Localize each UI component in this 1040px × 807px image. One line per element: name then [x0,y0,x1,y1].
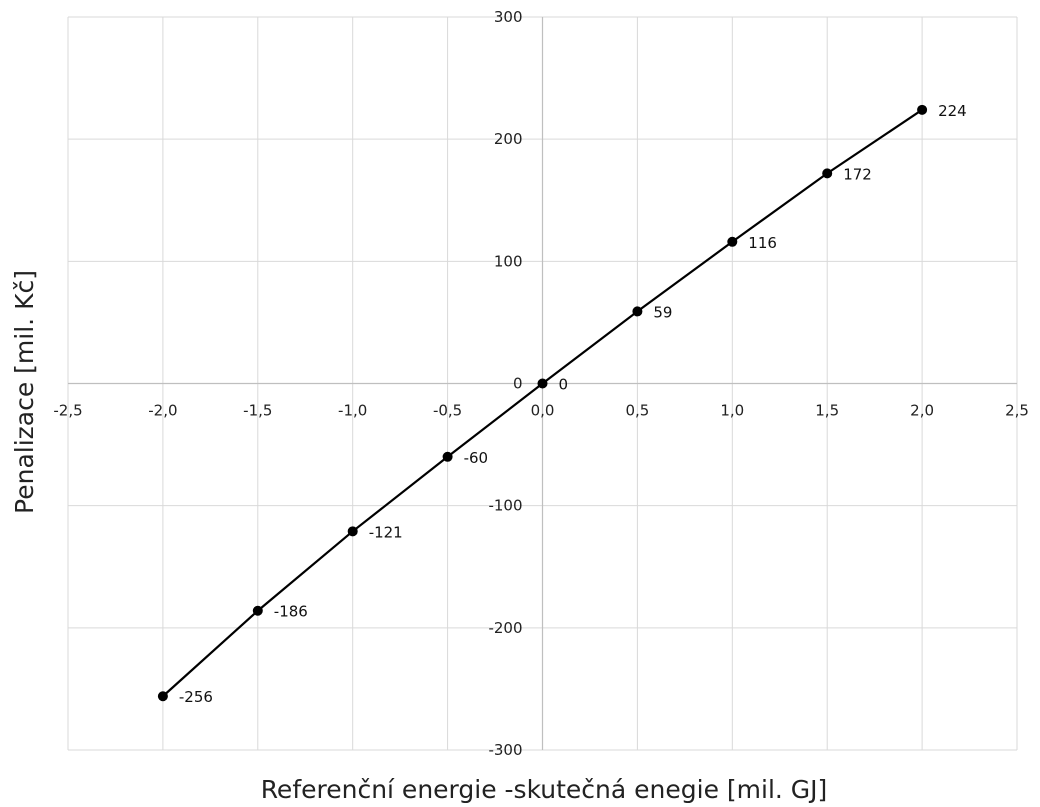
x-tick-label: 1,5 [815,402,839,420]
x-tick-label: 0,0 [531,402,555,420]
data-point [442,451,453,462]
x-tick-label: -1,5 [243,402,272,420]
x-tick-label: 1,0 [720,402,744,420]
x-axis-title: Referenční energie -skutečná enegie [mil… [261,775,828,804]
x-tick-label: -0,5 [433,402,462,420]
data-label: 224 [938,102,967,120]
x-tick-label: -1,0 [338,402,367,420]
y-tick-label: 100 [494,252,523,270]
data-labels: -256 -186 -121 -60 0 59 116 172 224 [179,102,967,706]
data-point [252,605,263,616]
x-tick-label: 2,5 [1005,402,1029,420]
data-label: 0 [559,376,569,394]
data-label: 59 [653,303,672,321]
x-tick-label: -2,0 [148,402,177,420]
data-label: 172 [843,165,872,183]
data-point [632,306,643,317]
y-tick-label: -200 [488,619,522,637]
data-label: 116 [748,234,777,252]
data-label: -256 [179,688,213,706]
data-point [727,236,738,247]
x-tick-label: 0,5 [625,402,649,420]
data-label: -60 [464,449,489,467]
y-axis-title: Penalizace [mil. Kč] [10,270,39,514]
data-label: -121 [369,523,403,541]
y-tick-label: 200 [494,130,523,148]
tick-labels: -2,5 -2,0 -1,5 -1,0 -0,5 0,0 0,5 1,0 1,5 2,0 2,5 -3… [53,8,1029,759]
data-point [347,526,358,537]
data-point [917,104,928,115]
data-point [157,691,168,702]
x-tick-label: -2,5 [53,402,82,420]
y-tick-label: 0 [513,375,523,393]
y-tick-label: -100 [488,497,522,515]
data-point [537,378,548,389]
data-label: -186 [274,603,308,621]
series-layer [157,104,928,702]
y-tick-label: -300 [488,741,522,759]
y-tick-label: 300 [494,8,523,26]
data-point [822,168,833,179]
x-tick-label: 2,0 [910,402,934,420]
